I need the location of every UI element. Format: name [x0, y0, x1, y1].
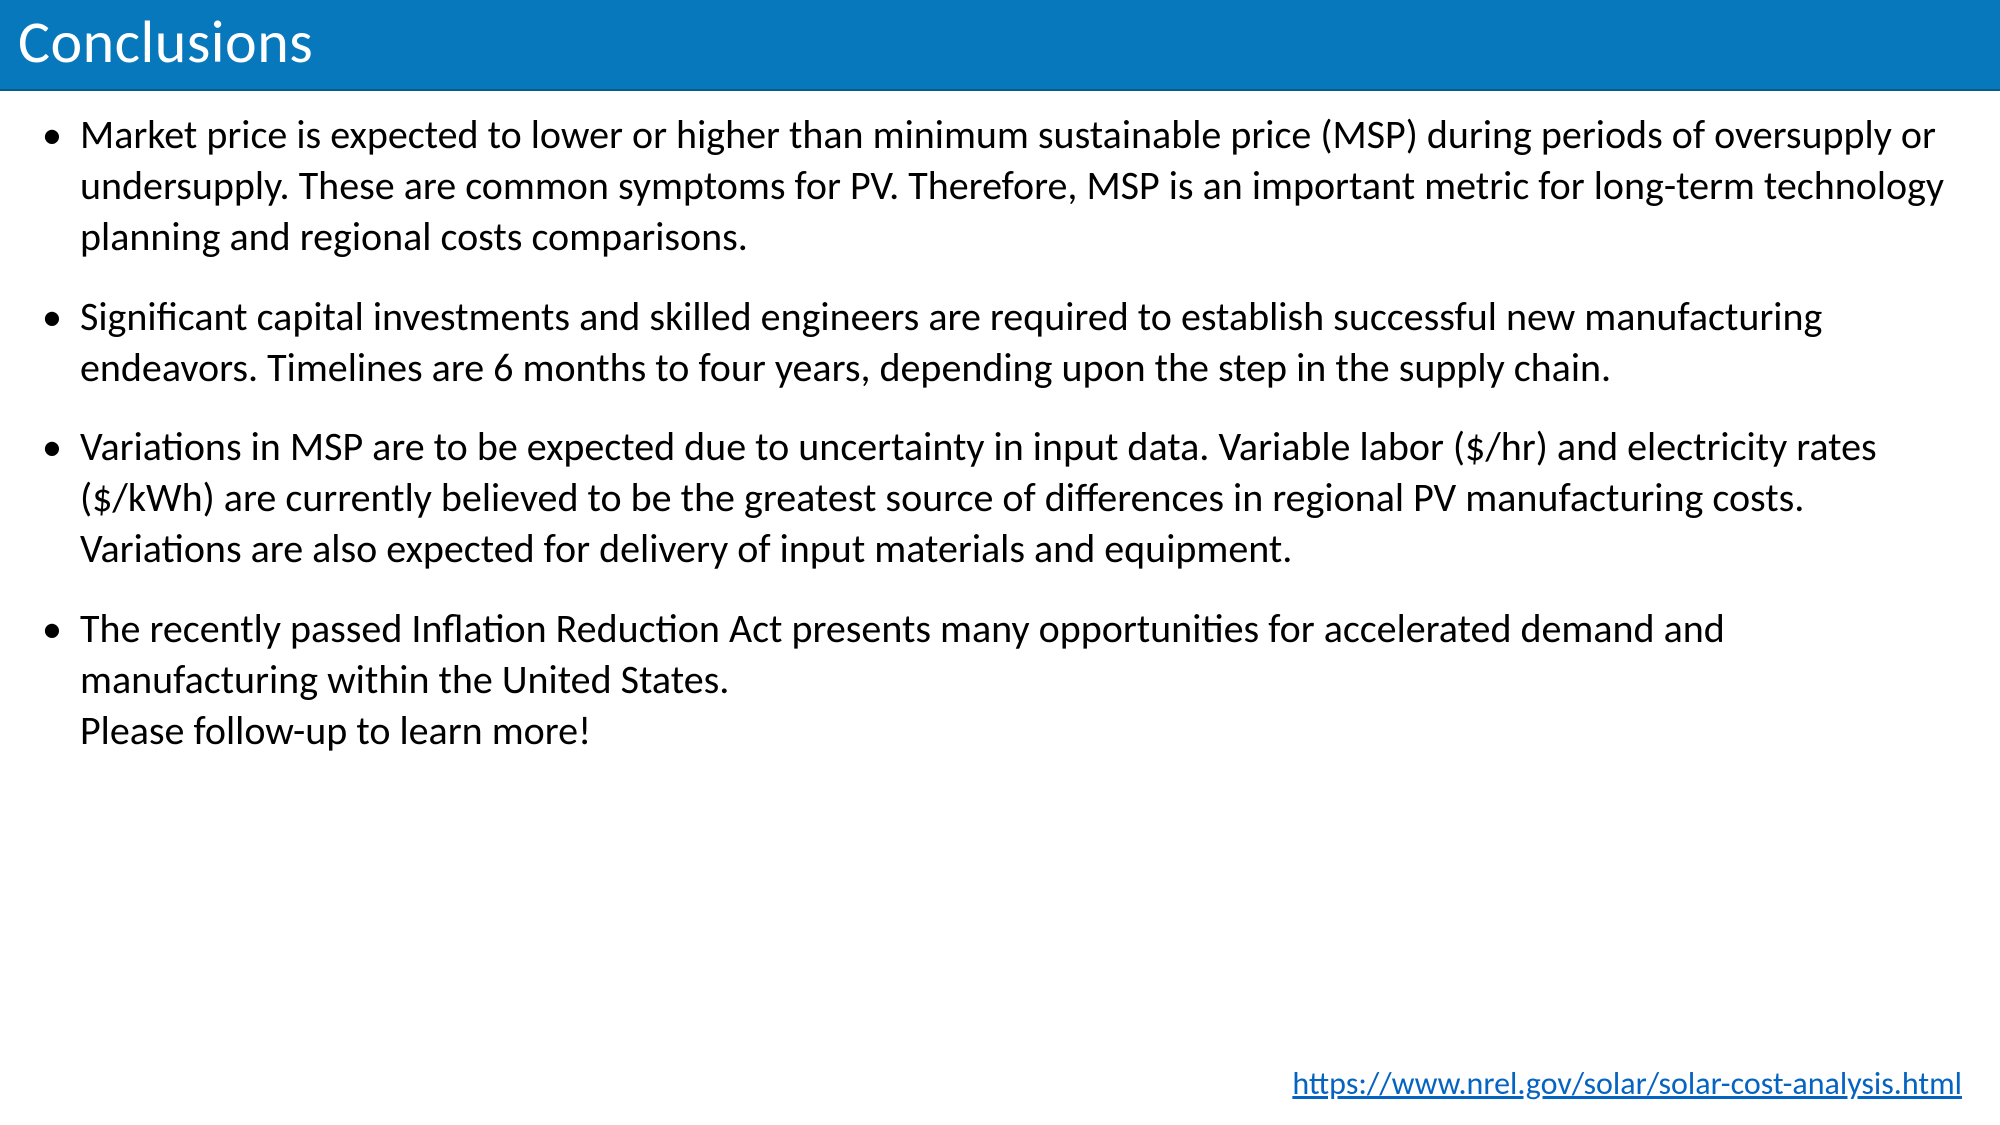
- slide-content: Market price is expected to lower or hig…: [0, 91, 2000, 756]
- bullet-item: The recently passed Inflation Reduction …: [30, 603, 1970, 757]
- bullet-list: Market price is expected to lower or hig…: [30, 109, 1970, 756]
- slide-title: Conclusions: [18, 6, 1982, 79]
- bullet-item: Significant capital investments and skil…: [30, 291, 1970, 393]
- footer-link[interactable]: https://www.nrel.gov/solar/solar-cost-an…: [1292, 1064, 1962, 1103]
- bullet-item: Variations in MSP are to be expected due…: [30, 421, 1970, 575]
- bullet-item: Market price is expected to lower or hig…: [30, 109, 1970, 263]
- title-bar: Conclusions: [0, 0, 2000, 91]
- slide: Conclusions Market price is expected to …: [0, 0, 2000, 1125]
